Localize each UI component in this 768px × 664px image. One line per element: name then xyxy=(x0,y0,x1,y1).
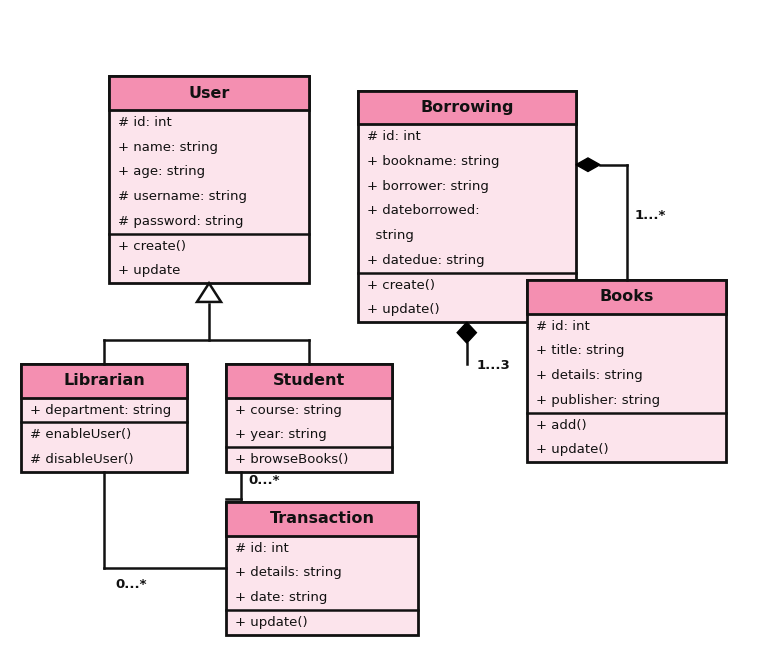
Text: Librarian: Librarian xyxy=(63,373,145,388)
Text: + update(): + update() xyxy=(536,444,609,456)
Bar xyxy=(358,90,576,124)
Text: # enableUser(): # enableUser() xyxy=(30,428,131,442)
Text: + add(): + add() xyxy=(536,418,587,432)
Bar xyxy=(22,364,187,472)
Text: Books: Books xyxy=(600,290,654,304)
Text: + department: string: + department: string xyxy=(30,404,171,416)
Text: Student: Student xyxy=(273,373,345,388)
Text: + details: string: + details: string xyxy=(536,369,643,382)
Text: + update(): + update() xyxy=(366,303,439,316)
Text: User: User xyxy=(188,86,230,101)
Text: + publisher: string: + publisher: string xyxy=(536,394,660,407)
Text: # disableUser(): # disableUser() xyxy=(30,453,134,466)
Polygon shape xyxy=(197,283,221,302)
Text: 0...*: 0...* xyxy=(249,474,280,487)
Text: + dateborrowed:: + dateborrowed: xyxy=(366,205,479,218)
Text: + create(): + create() xyxy=(366,279,435,291)
Text: + age: string: + age: string xyxy=(118,165,206,179)
Text: 1...*: 1...* xyxy=(634,209,666,222)
Text: + browseBooks(): + browseBooks() xyxy=(235,453,349,466)
Polygon shape xyxy=(576,158,600,171)
Bar xyxy=(22,364,187,398)
Bar xyxy=(226,364,392,472)
Text: Borrowing: Borrowing xyxy=(420,100,514,115)
Text: + datedue: string: + datedue: string xyxy=(366,254,485,267)
Polygon shape xyxy=(457,322,476,343)
Text: + year: string: + year: string xyxy=(235,428,326,442)
Text: # id: int: # id: int xyxy=(366,130,420,143)
Text: Transaction: Transaction xyxy=(270,511,375,527)
Text: + details: string: + details: string xyxy=(235,566,342,579)
Text: + bookname: string: + bookname: string xyxy=(366,155,499,168)
Bar xyxy=(109,76,309,110)
Text: # username: string: # username: string xyxy=(118,190,247,203)
Text: + title: string: + title: string xyxy=(536,345,624,357)
Text: # id: int: # id: int xyxy=(235,542,289,554)
Bar xyxy=(527,280,727,462)
Text: # password: string: # password: string xyxy=(118,215,243,228)
Bar xyxy=(226,502,418,635)
Text: 1...3: 1...3 xyxy=(477,359,510,373)
Text: + course: string: + course: string xyxy=(235,404,342,416)
Bar xyxy=(527,280,727,314)
Bar xyxy=(358,90,576,322)
Bar xyxy=(109,76,309,283)
Text: + name: string: + name: string xyxy=(118,141,218,153)
Text: + update: + update xyxy=(118,264,180,278)
Text: + create(): + create() xyxy=(118,240,187,252)
Text: # id: int: # id: int xyxy=(118,116,172,129)
Text: 0...*: 0...* xyxy=(115,578,147,591)
Text: + borrower: string: + borrower: string xyxy=(366,180,488,193)
Text: string: string xyxy=(366,229,413,242)
Bar xyxy=(226,502,418,536)
Text: + date: string: + date: string xyxy=(235,591,327,604)
Bar xyxy=(226,364,392,398)
Text: # id: int: # id: int xyxy=(536,319,590,333)
Text: + update(): + update() xyxy=(235,616,308,629)
